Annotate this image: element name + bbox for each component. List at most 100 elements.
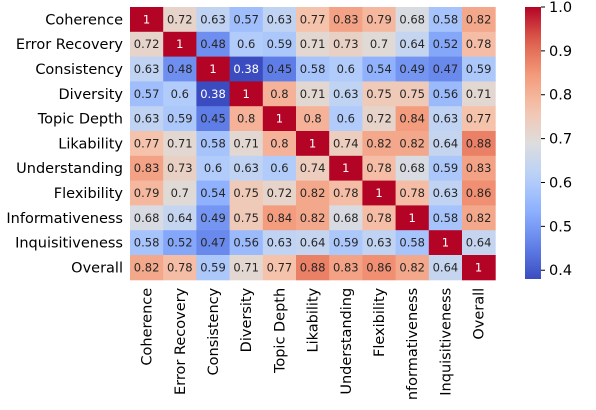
heatmap-cell-understanding-nformativeness: [395, 155, 430, 182]
heatmap-cell-error-recovery-error-recovery: [163, 31, 197, 58]
cell-value-label: 0.75: [233, 211, 259, 225]
cell-value-label: 0.6: [337, 112, 355, 126]
heatmap-cell-likability-flexibility: [362, 131, 397, 157]
cell-value-label: 1: [442, 236, 449, 250]
heatmap-cell-diversity-topic-depth: [262, 81, 297, 107]
heatmap-cell-diversity-nformativeness: [395, 81, 430, 107]
column-labels: Coherence Error Recovery Consistency Divers…: [140, 287, 488, 400]
heatmap-cell-consistency-topic-depth: [262, 56, 297, 82]
heatmap-cell-coherence-flexibility: [362, 7, 397, 33]
heatmap-cell-overall-likability: [296, 255, 330, 281]
cell-value-label: 0.72: [366, 112, 392, 126]
cell-value-label: 0.82: [466, 12, 492, 26]
row-label-diversity: Diversity: [58, 87, 123, 103]
heatmap-cell-overall-flexibility: [362, 255, 397, 281]
heatmap-cell-consistency-inquisitiveness: [428, 56, 463, 82]
heatmap-cell-topic-depth-inquisitiveness: [428, 106, 463, 132]
cell-value-label: 0.57: [233, 12, 259, 26]
heatmap-cell-error-recovery-consistency: [196, 31, 231, 58]
cell-value-label: 0.84: [267, 211, 293, 225]
heatmap-cell-consistency-nformativeness: [395, 56, 430, 82]
column-label-understanding: Understanding: [339, 288, 355, 395]
cell-value-label: 0.86: [466, 186, 492, 200]
column-label-diversity: Diversity: [239, 287, 255, 352]
heatmap-cell-flexibility-topic-depth: [262, 180, 297, 206]
cell-value-label: 0.56: [433, 87, 459, 101]
heatmap-cell-flexibility-likability: [296, 180, 330, 206]
colorbar-gradient: [525, 7, 541, 279]
heatmap-cell-error-recovery-coherence: [130, 31, 164, 58]
heatmap-cell-diversity-error-recovery: [163, 81, 197, 107]
cell-value-label: 0.47: [433, 62, 459, 76]
heatmap-cell-diversity-coherence: [130, 81, 164, 107]
heatmap-cell-informativeness-topic-depth: [262, 205, 297, 231]
cell-value-label: 0.68: [399, 161, 425, 175]
cell-value-label: 0.78: [466, 37, 492, 51]
row-label-flexibility: Flexibility: [54, 186, 124, 202]
heatmap-cell-inquisitiveness-topic-depth: [262, 230, 297, 256]
cell-value-label: 0.58: [433, 12, 459, 26]
heatmap-cell-flexibility-flexibility: [362, 180, 397, 206]
row-label-overall: Overall: [71, 260, 123, 276]
cell-value-label: 0.74: [333, 136, 359, 150]
heatmap-cell-coherence-diversity: [229, 7, 264, 33]
heatmap-cell-likability-nformativeness: [395, 131, 430, 157]
heatmap-cell-error-recovery-overall: [462, 31, 496, 58]
heatmap-cell-flexibility-inquisitiveness: [428, 180, 463, 206]
row-label-coherence: Coherence: [45, 12, 123, 28]
column-label-flexibility: Flexibility: [372, 287, 388, 357]
heatmap-cell-informativeness-error-recovery: [163, 205, 197, 231]
cell-value-label: 0.63: [433, 186, 459, 200]
cell-value-label: 0.6: [337, 62, 355, 76]
heatmap-cell-error-recovery-diversity: [229, 31, 264, 58]
heatmap-cell-understanding-flexibility: [362, 155, 397, 182]
row-label-informativeness: Informativeness: [6, 211, 123, 227]
heatmap-cell-informativeness-nformativeness: [395, 205, 430, 231]
heatmap-cell-coherence-inquisitiveness: [428, 7, 463, 33]
heatmap-cell-diversity-overall: [462, 81, 496, 107]
heatmap-cell-topic-depth-understanding: [329, 106, 363, 132]
cell-value-label: 0.64: [399, 37, 425, 51]
cell-value-label: 1: [209, 62, 216, 76]
heatmap-cell-inquisitiveness-flexibility: [362, 230, 397, 256]
cell-value-label: 0.54: [200, 186, 226, 200]
cell-value-label: 0.72: [267, 186, 293, 200]
heatmap-cell-flexibility-error-recovery: [163, 180, 197, 206]
cell-value-label: 0.8: [270, 87, 288, 101]
cell-value-label: 0.63: [233, 161, 259, 175]
heatmap-cell-understanding-topic-depth: [262, 155, 297, 182]
heatmap-cell-informativeness-overall: [462, 205, 496, 231]
cell-value-label: 0.63: [267, 12, 293, 26]
heatmap-cell-topic-depth-likability: [296, 106, 330, 132]
cell-value-label: 0.64: [167, 211, 193, 225]
cell-value-label: 0.56: [233, 236, 259, 250]
heatmap-cell-consistency-flexibility: [362, 56, 397, 82]
cell-value-label: 0.84: [399, 112, 425, 126]
cell-value-label: 0.86: [366, 260, 392, 274]
heatmap-cell-inquisitiveness-consistency: [196, 230, 231, 256]
colorbar-tick-label: 1.0: [549, 0, 572, 16]
row-label-inquisitiveness: Inquisitiveness: [15, 236, 123, 252]
cell-value-label: 0.58: [433, 211, 459, 225]
cell-value-label: 0.58: [134, 236, 160, 250]
heatmap-cell-consistency-overall: [462, 56, 496, 82]
heatmap-cell-flexibility-overall: [462, 180, 496, 206]
cell-value-label: 0.77: [300, 12, 326, 26]
column-label-coherence: Coherence: [140, 288, 156, 366]
cell-value-label: 0.71: [233, 260, 259, 274]
row-labels: Coherence Error Recovery Consistency Divers…: [6, 12, 123, 276]
cell-value-label: 0.52: [167, 236, 193, 250]
cell-value-label: 1: [176, 37, 183, 51]
cell-value-label: 0.63: [433, 112, 459, 126]
cell-value-label: 0.78: [399, 186, 425, 200]
heatmap-cell-inquisitiveness-inquisitiveness: [428, 230, 463, 256]
cell-value-label: 0.49: [399, 62, 425, 76]
cell-value-label: 0.64: [433, 136, 459, 150]
colorbar-tick-label: 0.5: [549, 219, 572, 235]
heatmap-cell-understanding-overall: [462, 155, 496, 182]
heatmap-cell-inquisitiveness-likability: [296, 230, 330, 256]
cell-value-label: 0.54: [366, 62, 392, 76]
heatmap-cell-likability-consistency: [196, 131, 231, 157]
heatmap-cell-understanding-diversity: [229, 155, 264, 182]
cell-value-label: 0.64: [300, 236, 326, 250]
